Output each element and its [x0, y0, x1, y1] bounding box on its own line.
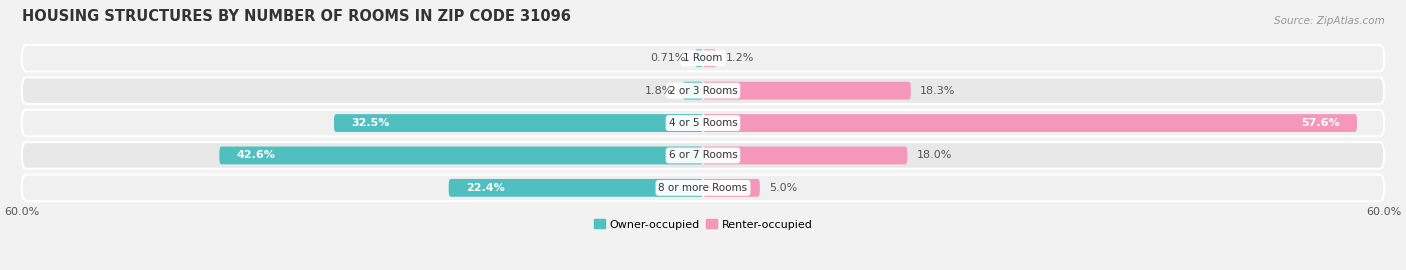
Text: 22.4%: 22.4% — [465, 183, 505, 193]
Text: 42.6%: 42.6% — [236, 150, 276, 160]
Text: HOUSING STRUCTURES BY NUMBER OF ROOMS IN ZIP CODE 31096: HOUSING STRUCTURES BY NUMBER OF ROOMS IN… — [21, 9, 571, 24]
FancyBboxPatch shape — [703, 179, 759, 197]
FancyBboxPatch shape — [21, 175, 1385, 201]
Text: 18.0%: 18.0% — [917, 150, 952, 160]
FancyBboxPatch shape — [21, 110, 1385, 136]
Text: 6 or 7 Rooms: 6 or 7 Rooms — [669, 150, 737, 160]
FancyBboxPatch shape — [449, 179, 703, 197]
FancyBboxPatch shape — [703, 82, 911, 100]
FancyBboxPatch shape — [703, 147, 907, 164]
Text: 18.3%: 18.3% — [920, 86, 955, 96]
FancyBboxPatch shape — [335, 114, 703, 132]
FancyBboxPatch shape — [703, 114, 1357, 132]
Text: 4 or 5 Rooms: 4 or 5 Rooms — [669, 118, 737, 128]
Legend: Owner-occupied, Renter-occupied: Owner-occupied, Renter-occupied — [589, 215, 817, 234]
Text: 1.8%: 1.8% — [645, 86, 673, 96]
Text: 57.6%: 57.6% — [1302, 118, 1340, 128]
Text: Source: ZipAtlas.com: Source: ZipAtlas.com — [1274, 16, 1385, 26]
FancyBboxPatch shape — [21, 142, 1385, 169]
Text: 0.71%: 0.71% — [651, 53, 686, 63]
FancyBboxPatch shape — [703, 49, 717, 67]
Text: 1.2%: 1.2% — [725, 53, 754, 63]
Text: 8 or more Rooms: 8 or more Rooms — [658, 183, 748, 193]
Text: 1 Room: 1 Room — [683, 53, 723, 63]
FancyBboxPatch shape — [682, 82, 703, 100]
FancyBboxPatch shape — [695, 49, 703, 67]
FancyBboxPatch shape — [21, 77, 1385, 104]
FancyBboxPatch shape — [219, 147, 703, 164]
FancyBboxPatch shape — [21, 45, 1385, 72]
Text: 2 or 3 Rooms: 2 or 3 Rooms — [669, 86, 737, 96]
Text: 5.0%: 5.0% — [769, 183, 797, 193]
Text: 32.5%: 32.5% — [352, 118, 389, 128]
